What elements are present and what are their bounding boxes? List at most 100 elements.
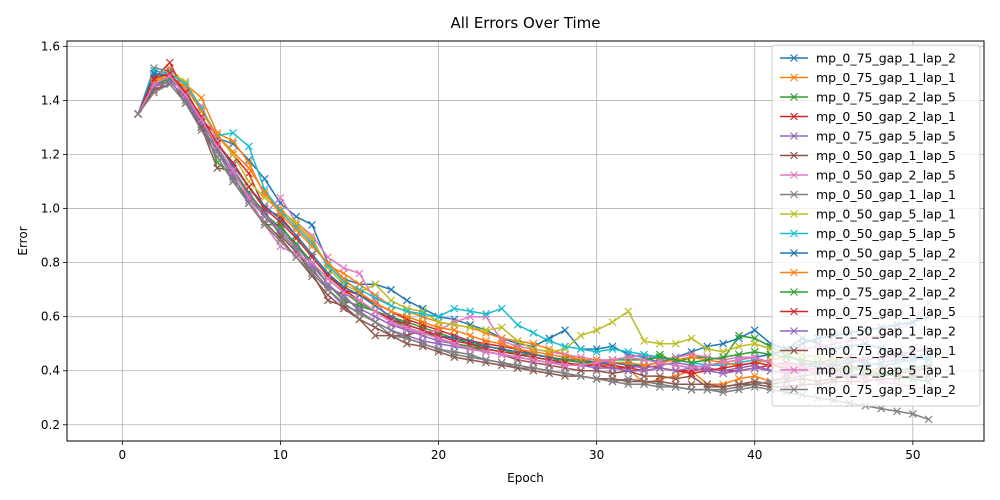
data-point-marker	[197, 126, 206, 135]
data-point-marker	[592, 326, 601, 335]
data-point-marker	[735, 385, 743, 394]
data-point-marker	[719, 358, 728, 367]
data-point-marker	[545, 337, 554, 345]
legend-entry-label: mp_0_50_gap_2_lap_5	[816, 168, 956, 183]
data-point-marker	[703, 361, 712, 370]
data-point-marker	[229, 158, 237, 167]
data-point-marker	[624, 307, 633, 316]
data-point-marker	[624, 366, 633, 375]
data-point-marker	[640, 337, 649, 345]
legend-entry-label: mp_0_50_gap_5_lap_1	[816, 207, 956, 222]
data-point-marker	[339, 285, 348, 294]
data-point-marker	[229, 166, 237, 175]
data-point-marker	[418, 318, 427, 327]
legend-entry-label: mp_0_50_gap_1_lap_2	[816, 324, 956, 339]
data-point-marker	[355, 296, 364, 305]
data-point-marker	[750, 353, 759, 362]
legend-marker-swatch	[790, 54, 798, 62]
data-point-marker	[355, 307, 364, 316]
data-point-marker	[276, 237, 285, 245]
data-point-marker	[434, 312, 443, 321]
data-point-marker	[924, 415, 933, 424]
legend-marker-swatch	[790, 229, 798, 238]
legend-entry-label: mp_0_75_gap_1_lap_1	[816, 70, 956, 85]
data-point-marker	[229, 137, 237, 145]
legend-entry-label: mp_0_50_gap_1_lap_5	[816, 148, 956, 163]
data-point-marker	[260, 201, 269, 210]
data-point-marker	[671, 339, 680, 348]
legend-entry-label: mp_0_75_gap_1_lap_2	[816, 51, 956, 66]
data-point-marker	[181, 80, 190, 89]
y-tick-label: 0.4	[41, 364, 60, 378]
data-point-marker	[308, 239, 316, 248]
data-point-marker	[308, 231, 316, 240]
data-point-marker	[181, 99, 190, 108]
data-point-marker	[576, 361, 585, 370]
data-point-marker	[576, 331, 585, 340]
data-point-marker	[545, 366, 554, 375]
data-point-marker	[434, 323, 443, 332]
y-tick-label: 0.8	[41, 256, 60, 270]
data-point-marker	[339, 301, 348, 310]
data-point-marker	[323, 285, 332, 294]
legend-marker-swatch	[790, 249, 798, 257]
data-point-marker	[402, 323, 411, 332]
data-point-marker	[244, 199, 253, 208]
data-point-marker	[150, 80, 158, 89]
data-point-marker	[371, 331, 380, 340]
y-tick-label: 1.0	[41, 202, 60, 216]
data-point-marker	[308, 258, 316, 267]
data-point-marker	[750, 364, 759, 372]
legend-marker-swatch	[790, 268, 798, 277]
data-point-marker	[213, 142, 222, 151]
legend-entry-label: mp_0_75_gap_2_lap_1	[816, 343, 956, 358]
data-point-marker	[213, 153, 222, 162]
data-point-marker	[339, 264, 348, 272]
x-tick-label: 20	[431, 448, 446, 462]
data-point-marker	[655, 383, 664, 391]
data-point-marker	[497, 358, 506, 367]
data-point-marker	[608, 364, 617, 372]
data-point-marker	[371, 280, 380, 289]
data-point-marker	[276, 218, 285, 227]
data-point-marker	[229, 128, 237, 137]
data-point-marker	[735, 355, 743, 364]
data-point-marker	[608, 345, 617, 354]
data-point-marker	[371, 299, 380, 308]
data-point-marker	[434, 345, 443, 354]
data-point-marker	[355, 269, 364, 278]
data-point-marker	[703, 345, 712, 354]
data-point-marker	[513, 361, 522, 370]
data-point-marker	[276, 193, 285, 202]
data-point-marker	[482, 310, 490, 318]
data-point-marker	[750, 326, 759, 335]
x-tick-label: 0	[119, 448, 127, 462]
data-point-marker	[687, 334, 696, 343]
data-point-marker	[592, 347, 601, 356]
data-point-marker	[308, 261, 316, 270]
data-point-marker	[434, 334, 443, 343]
legend-entry-label: mp_0_75_gap_5_lap_5	[816, 129, 956, 144]
data-point-marker	[150, 88, 158, 97]
data-point-marker	[229, 150, 237, 159]
legend-marker-swatch	[790, 346, 798, 355]
data-point-marker	[308, 269, 316, 278]
data-point-marker	[229, 177, 237, 186]
data-point-marker	[244, 142, 253, 151]
data-point-marker	[387, 307, 396, 316]
data-point-marker	[497, 350, 506, 359]
data-point-marker	[640, 366, 649, 375]
data-point-marker	[450, 350, 459, 359]
data-point-marker	[735, 342, 743, 351]
data-point-marker	[466, 345, 475, 354]
data-point-marker	[513, 337, 522, 345]
data-point-marker	[561, 361, 569, 370]
data-point-marker	[466, 353, 475, 362]
legend-marker-swatch	[790, 210, 798, 218]
data-point-marker	[908, 410, 917, 418]
data-point-marker	[323, 274, 332, 283]
legend-marker-swatch	[790, 190, 798, 199]
data-point-marker	[134, 110, 143, 118]
data-point-marker	[671, 383, 680, 391]
legend-entry-label: mp_0_75_gap_5_lap_2	[816, 382, 956, 397]
